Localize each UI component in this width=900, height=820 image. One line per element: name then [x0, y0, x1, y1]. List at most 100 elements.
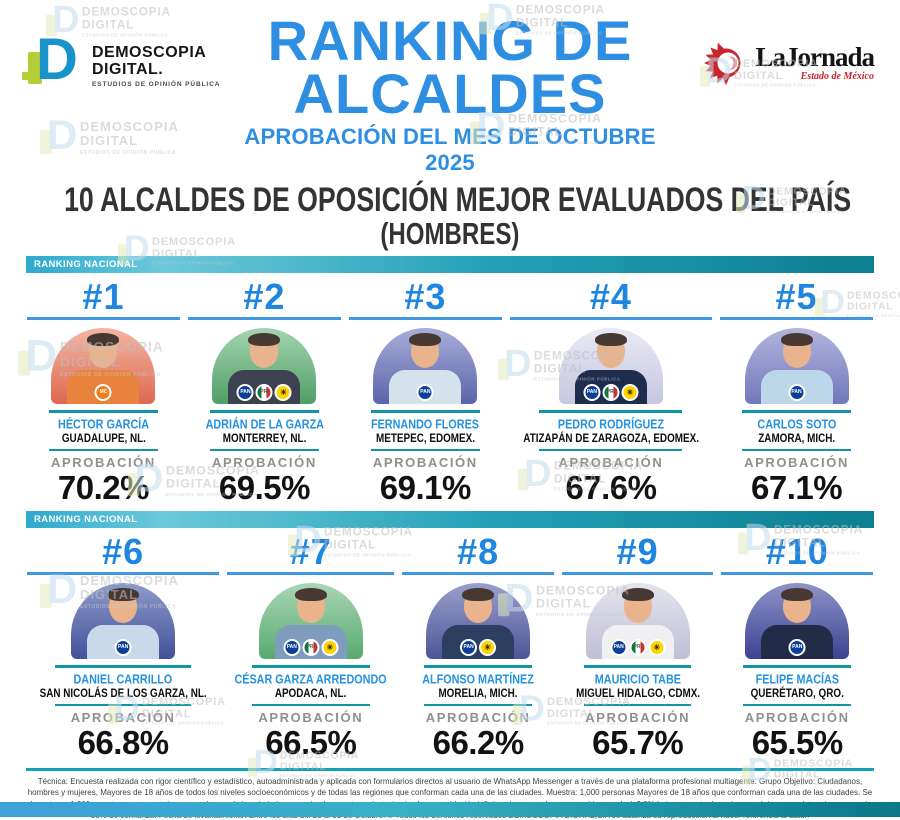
pri-party-badge: PRI [255, 384, 273, 401]
party-badges: PAN ☀ [460, 639, 497, 656]
rank-underline [227, 572, 395, 575]
mayor-photo: PAN PRI ☀ [212, 328, 317, 404]
mayor-city: QUERÉTARO, QRO. [750, 687, 844, 700]
approval-value: 66.2% [432, 724, 525, 761]
pri-party-badge: PRI [629, 639, 647, 656]
rank-underline [720, 317, 873, 320]
mayor-photo: PAN [744, 328, 849, 404]
mayor-city: ATIZAPÁN DE ZARAGOZA, EDOMEX. [523, 432, 699, 445]
mayor-name: PEDRO RODRÍGUEZ [557, 415, 665, 432]
approval-value: 65.5% [751, 724, 844, 761]
approval-label: APROBACIÓN [558, 455, 664, 470]
rank-number: #5 [775, 276, 818, 317]
section-bar-national-2: RANKING NACIONAL [26, 511, 874, 528]
rank-number: #2 [243, 276, 286, 317]
ranking-row-1: #1 MC HÉCTOR GARCÍA GUADALUPE, NL. APROB… [0, 277, 900, 505]
rank-number: #4 [589, 276, 632, 317]
approval-label: APROBACIÓN [425, 710, 531, 725]
approval-label: APROBACIÓN [258, 710, 364, 725]
rank-number: #8 [457, 531, 500, 572]
bottom-strip [0, 802, 900, 817]
mayor-name: ALFONSO MARTÍNEZ [422, 670, 534, 687]
mayor-card: #9 PAN PRI ☀ MAURICIO TABE MIGUEL HIDALGO,… [561, 532, 715, 760]
rank-number: #7 [289, 531, 332, 572]
mayor-photo: PAN [745, 583, 850, 659]
teal-line-top [371, 410, 480, 413]
demoscopia-logo: D DEMOSCOPIA DIGITAL. ESTUDIOS DE OPINIÓ… [22, 30, 238, 96]
prd-party-badge: ☀ [321, 639, 339, 656]
mc-party-badge: MC [94, 384, 112, 401]
mayor-city: SAN NICOLÁS DE LOS GARZA, NL. [39, 687, 207, 700]
pan-party-badge: PAN [788, 384, 806, 401]
mayor-city: MIGUEL HIDALGO, CDMX. [575, 687, 700, 700]
pri-party-badge: PRI [602, 384, 620, 401]
teal-line-bottom [742, 448, 851, 451]
teal-line-bottom [539, 448, 683, 451]
mayor-photo: PAN PRI ☀ [558, 328, 663, 404]
party-badges: MC [94, 384, 112, 401]
teal-line-top [424, 665, 532, 668]
mayor-name: MAURICIO TABE [594, 670, 681, 687]
approval-value: 66.8% [77, 724, 170, 761]
rank-number: #3 [404, 276, 447, 317]
approval-label: APROBACIÓN [744, 455, 849, 470]
mayor-name: CÉSAR GARZA ARREDONDO [234, 670, 387, 687]
mayor-name: CARLOS SOTO [757, 415, 837, 432]
prd-party-badge: ☀ [648, 639, 666, 656]
party-badges: PAN [416, 384, 434, 401]
approval-value: 65.7% [592, 724, 684, 761]
header: D DEMOSCOPIA DIGITAL. ESTUDIOS DE OPINIÓ… [0, 0, 900, 176]
pan-party-badge: PAN [583, 384, 601, 401]
heading-line2: (HOMBRES) [380, 216, 520, 251]
demoscopia-logo-icon: D [22, 30, 84, 96]
rank-underline [402, 572, 554, 575]
rank-underline [561, 572, 714, 575]
pan-party-badge: PAN [114, 639, 132, 656]
avatar [294, 588, 327, 623]
teal-line-bottom [55, 703, 192, 706]
teal-line-top [55, 665, 192, 668]
lajornada-logo: LaJornada Estado de México [662, 40, 875, 86]
teal-line-top [742, 410, 851, 413]
teal-line-top [743, 665, 851, 668]
avatar [781, 588, 814, 623]
pan-party-badge: PAN [460, 639, 478, 656]
mayor-name: ADRIÁN DE LA GARZA [205, 415, 324, 432]
teal-line-top [251, 665, 370, 668]
party-badges: PAN [114, 639, 132, 656]
lajornada-name: LaJornada [755, 42, 875, 72]
avatar [594, 333, 627, 368]
pan-party-badge: PAN [283, 639, 301, 656]
approval-value: 69.1% [379, 469, 472, 506]
divider [26, 768, 874, 771]
party-badges: PAN PRI ☀ [610, 639, 666, 656]
approval-label: APROBACIÓN [585, 710, 691, 725]
rank-underline [27, 572, 220, 575]
teal-line-bottom [583, 703, 692, 706]
mayor-photo: PAN PRI ☀ [585, 583, 690, 659]
approval-label: APROBACIÓN [372, 455, 478, 470]
avatar [462, 588, 495, 623]
approval-label: APROBACIÓN [211, 455, 317, 470]
main-title-line2: ALCALDES [293, 62, 607, 125]
pan-party-badge: PAN [416, 384, 434, 401]
approval-value: 69.5% [218, 469, 311, 506]
mayor-name: HÉCTOR GARCÍA [57, 415, 149, 432]
rank-underline [721, 572, 873, 575]
pri-party-badge: PRI [302, 639, 320, 656]
main-title-line1: RANKING DE [267, 9, 633, 72]
teal-line-bottom [210, 448, 319, 451]
brand-name-line2: DIGITAL. [92, 61, 164, 78]
avatar [780, 333, 813, 368]
approval-value: 70.2% [57, 469, 150, 506]
pan-party-badge: PAN [236, 384, 254, 401]
prd-party-badge: ☀ [621, 384, 639, 401]
party-badges: PAN PRI ☀ [583, 384, 639, 401]
avatar [248, 333, 281, 368]
mayor-city: GUADALUPE, NL. [61, 432, 146, 445]
mayor-name: FELIPE MACÍAS [755, 670, 839, 687]
lajornada-emblem-icon [704, 42, 741, 85]
brand-tagline: ESTUDIOS DE OPINIÓN PÚBLICA [92, 81, 221, 88]
mayor-name: DANIEL CARRILLO [73, 670, 173, 687]
approval-value: 66.5% [265, 724, 357, 761]
